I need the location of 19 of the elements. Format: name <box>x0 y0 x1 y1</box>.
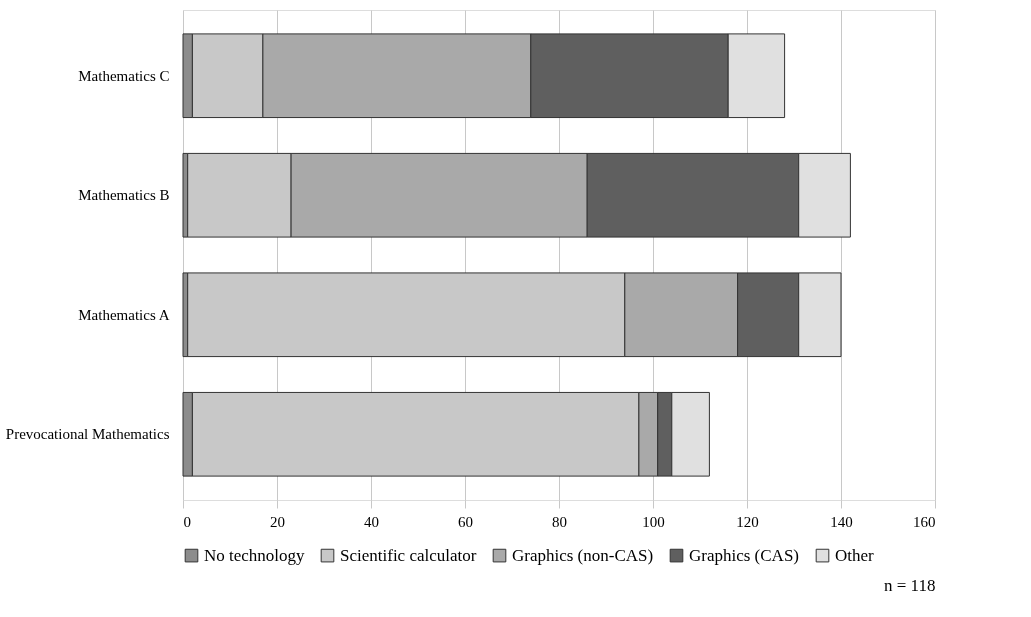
x-tick-label: 40 <box>364 513 379 530</box>
y-tick-label: Mathematics A <box>78 306 170 323</box>
y-tick-label: Prevocational Mathematics <box>5 426 170 443</box>
text: n = 118 <box>884 576 936 595</box>
x-tick-label: 80 <box>552 513 567 530</box>
x-tick-label: 120 <box>736 513 759 530</box>
x-tick-label: 0 <box>183 513 191 530</box>
y-tick-label: Mathematics C <box>78 67 170 84</box>
x-tick-label: 100 <box>642 513 665 530</box>
legend-label: Graphics (CAS) <box>689 545 800 565</box>
x-tick-label: 20 <box>270 513 285 530</box>
x-tick-label: 60 <box>458 513 473 530</box>
legend-label: Other <box>835 545 875 565</box>
y-tick-label: Mathematics B <box>78 187 170 204</box>
legend-label: No technology <box>204 545 306 565</box>
x-tick-label: 160 <box>913 513 936 530</box>
x-tick-label: 140 <box>830 513 853 530</box>
legend-label: Scientific calculator <box>340 545 477 565</box>
legend-label: Graphics (non-CAS) <box>512 545 654 565</box>
